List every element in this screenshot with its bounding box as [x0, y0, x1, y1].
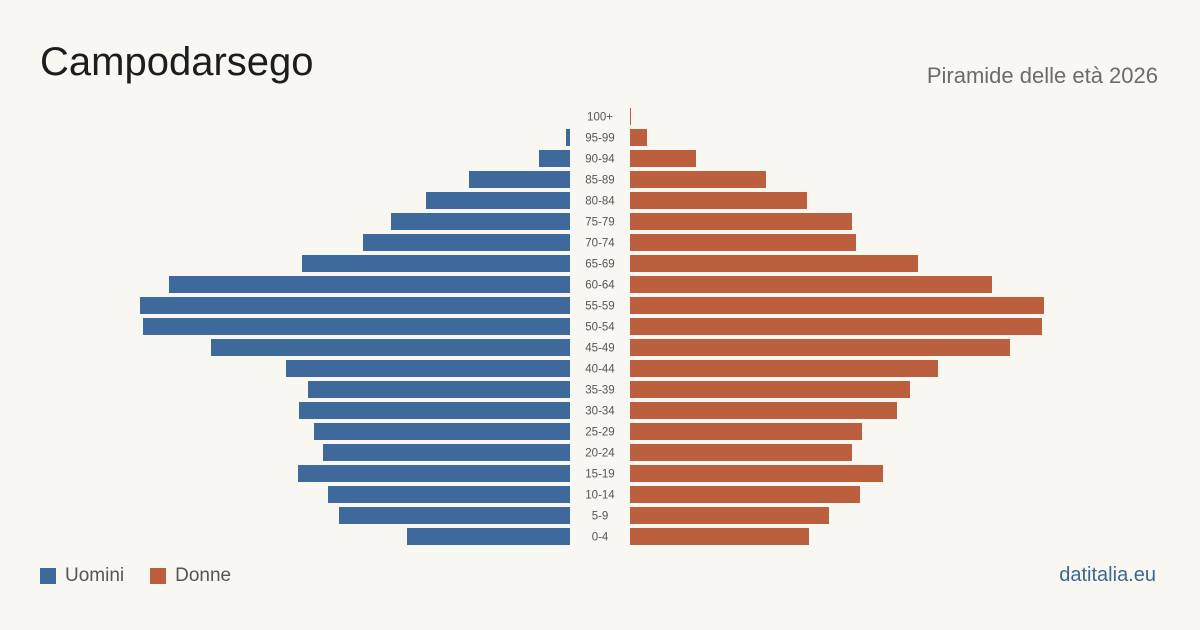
- bar-women-65-69: [630, 255, 918, 272]
- age-label: 100+: [587, 112, 613, 124]
- population-pyramid: 100+ 95-99 90-94 85-89 80-84 75-79 70-74 65-69 6…: [140, 108, 1044, 545]
- bar-women-5-9: [630, 507, 829, 524]
- bar-men-60-64: [169, 276, 570, 293]
- chart-subtitle: Piramide delle età 2026: [926, 63, 1158, 88]
- age-label: 25-29: [585, 427, 614, 439]
- legend: Uomini Donne: [40, 565, 231, 587]
- bar-men-80-84: [426, 192, 570, 209]
- bar-men-35-39: [308, 381, 570, 398]
- bar-women-100+: [630, 108, 631, 125]
- bar-women-20-24: [630, 444, 852, 461]
- age-label: 35-39: [585, 385, 614, 397]
- legend-swatch-women: [150, 568, 167, 584]
- age-label: 50-54: [585, 322, 615, 334]
- bar-men-45-49: [211, 339, 570, 356]
- bar-women-30-34: [630, 402, 897, 419]
- legend-item-men: Uomini: [40, 565, 124, 587]
- bar-women-50-54: [630, 318, 1042, 335]
- age-label: 75-79: [585, 217, 614, 229]
- bar-men-90-94: [539, 150, 570, 167]
- legend-item-women: Donne: [150, 565, 231, 587]
- age-label: 10-14: [585, 490, 615, 502]
- age-label: 5-9: [592, 511, 609, 523]
- bar-women-55-59: [630, 297, 1044, 314]
- bar-women-15-19: [630, 465, 883, 482]
- legend-label-women: Donne: [175, 565, 232, 586]
- age-label: 40-44: [585, 364, 615, 376]
- bar-women-85-89: [630, 171, 766, 188]
- age-label: 0-4: [592, 532, 609, 544]
- age-label: 15-19: [585, 469, 614, 481]
- bar-women-10-14: [630, 486, 860, 503]
- bar-men-65-69: [302, 255, 570, 272]
- age-label: 60-64: [585, 280, 615, 292]
- bar-women-25-29: [630, 423, 862, 440]
- age-label: 30-34: [585, 406, 615, 418]
- bar-men-5-9: [339, 507, 570, 524]
- bar-women-75-79: [630, 213, 852, 230]
- age-label: 70-74: [585, 238, 615, 250]
- bar-men-70-74: [363, 234, 570, 251]
- bar-men-40-44: [286, 360, 570, 377]
- bar-men-30-34: [299, 402, 570, 419]
- bar-men-75-79: [391, 213, 570, 230]
- bar-women-70-74: [630, 234, 856, 251]
- bar-women-80-84: [630, 192, 807, 209]
- bar-women-90-94: [630, 150, 696, 167]
- bar-women-45-49: [630, 339, 1010, 356]
- source-link[interactable]: datitalia.eu: [1059, 564, 1156, 586]
- bar-men-0-4: [407, 528, 570, 545]
- age-label: 65-69: [585, 259, 614, 271]
- age-label: 20-24: [585, 448, 615, 460]
- age-label: 45-49: [585, 343, 614, 355]
- legend-label-men: Uomini: [65, 565, 125, 586]
- bar-women-35-39: [630, 381, 910, 398]
- bar-women-40-44: [630, 360, 938, 377]
- bar-men-15-19: [298, 465, 570, 482]
- age-label: 80-84: [585, 196, 615, 208]
- bar-men-20-24: [323, 444, 570, 461]
- legend-swatch-men: [40, 568, 56, 584]
- bar-women-95-99: [630, 129, 647, 146]
- chart-title: Campodarsego: [40, 40, 314, 84]
- bar-men-10-14: [328, 486, 570, 503]
- bar-men-85-89: [469, 171, 570, 188]
- age-label: 55-59: [585, 301, 614, 313]
- age-label: 85-89: [585, 175, 614, 187]
- age-label: 90-94: [585, 154, 615, 166]
- bar-women-0-4: [630, 528, 809, 545]
- bar-men-55-59: [140, 297, 570, 314]
- age-label: 95-99: [585, 133, 614, 145]
- bar-women-60-64: [630, 276, 992, 293]
- bar-men-25-29: [314, 423, 570, 440]
- bar-men-95-99: [566, 129, 570, 146]
- bar-men-50-54: [143, 318, 570, 335]
